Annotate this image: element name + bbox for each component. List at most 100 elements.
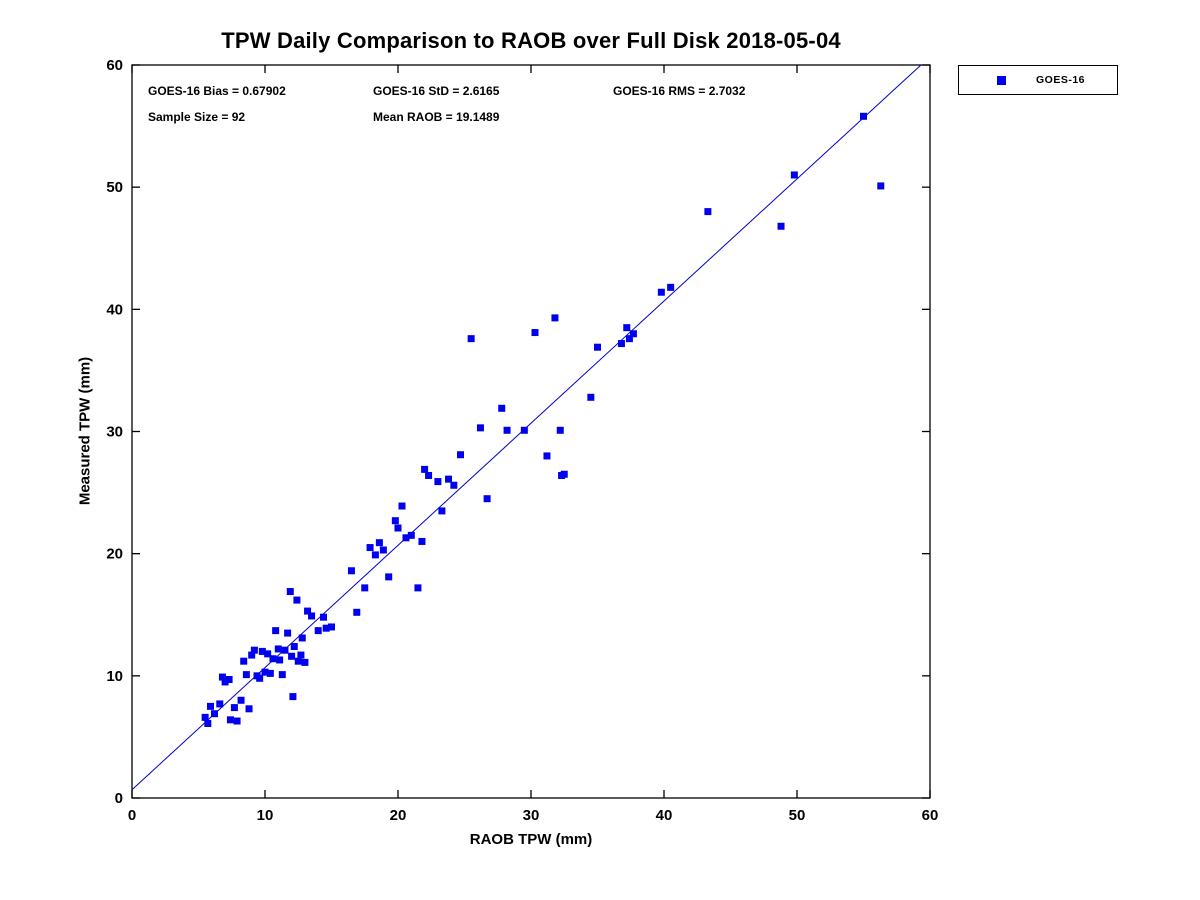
scatter-point [587,393,595,401]
scatter-point [301,658,309,666]
scatter-point [308,612,316,620]
scatter-point [274,645,282,653]
scatter-point [240,657,248,665]
scatter-point [375,539,383,547]
scatter-point [322,624,330,632]
legend-label: GOES-16 [1036,74,1086,86]
scatter-point [347,567,355,575]
scatter-point [498,404,506,412]
stat-std: GOES-16 StD = 2.6165 [373,84,500,98]
scatter-point [216,700,224,708]
scatter-point [284,629,292,637]
y-tick-label: 60 [106,57,123,74]
scatter-point [218,673,226,681]
scatter-point [293,596,301,604]
scatter-point [290,643,298,651]
scatter-point [206,702,214,710]
scatter-point [226,716,234,724]
y-tick-label: 50 [106,179,123,196]
y-tick-label: 40 [106,301,123,318]
x-tick-label: 0 [128,807,136,824]
scatter-point [543,452,551,460]
scatter-point [438,507,446,515]
x-tick-label: 20 [390,807,407,824]
stat-mean-raob: Mean RAOB = 19.1489 [373,110,500,124]
scatter-point [353,608,361,616]
y-tick-label: 20 [106,546,123,563]
scatter-point [657,288,665,296]
scatter-point [667,283,675,291]
plot-box [131,64,931,799]
x-tick-label: 40 [656,807,673,824]
x-tick-label: 30 [523,807,540,824]
scatter-point [261,668,269,676]
scatter-point [230,704,238,712]
scatter-point [328,623,335,631]
y-tick-label: 30 [106,424,123,441]
scatter-point [233,717,241,725]
scatter-point [457,451,465,459]
scatter-point [434,478,442,486]
scatter-point [520,426,528,434]
scatter-point [245,705,253,713]
scatter-point [407,531,415,539]
scatter-point [476,424,484,432]
scatter-point [281,646,289,654]
scatter-point [242,671,250,679]
scatter-point [398,502,406,510]
scatter-point [556,426,564,434]
scatter-point [225,675,233,683]
scatter-point [366,544,374,552]
scatter-point [594,343,601,351]
scatter-point [294,657,302,665]
scatter-point [237,696,245,704]
scatter-point [361,584,369,592]
scatter-point [414,584,422,592]
scatter-point [264,650,272,658]
scatter-point [418,537,426,545]
stat-rms: GOES-16 RMS = 2.7032 [613,84,746,98]
stat-bias: GOES-16 Bias = 0.67902 [148,84,286,98]
scatter-point [623,324,631,332]
scatter-point [269,655,277,663]
scatter-point [289,693,297,701]
scatter-point [320,613,328,621]
scatter-point [385,573,393,581]
scatter-point [204,719,212,727]
scatter-point [258,647,266,655]
x-tick-label: 60 [922,807,939,824]
scatter-point [298,634,306,642]
scatter-point [503,426,511,434]
scatter-point [276,656,284,664]
y-tick-label: 10 [106,668,123,685]
scatter-point [531,329,539,337]
scatter-point [379,546,387,554]
stat-sample-size: Sample Size = 92 [148,110,246,124]
scatter-point [278,671,286,679]
chart-title: TPW Daily Comparison to RAOB over Full D… [221,28,841,53]
scatter-point [402,534,410,542]
x-axis-label: RAOB TPW (mm) [469,831,593,848]
scatter-point [210,710,218,718]
y-tick-label: 0 [115,790,123,807]
scatter-point [421,465,429,473]
scatter-point [201,713,209,721]
scatter-point [777,222,785,230]
scatter-point [450,481,458,489]
scatter-point [625,335,633,343]
scatter-point [425,471,433,479]
x-tick-label: 50 [789,807,806,824]
scatter-point [617,340,625,348]
scatter-point [221,678,229,686]
scatter-point [629,330,637,338]
legend-marker-icon [997,75,1006,85]
scatter-point [314,627,322,635]
scatter-point [394,524,402,532]
scatter-point [877,182,885,190]
scatter-point [288,652,296,660]
scatter-point [266,669,274,677]
scatter-point [391,517,399,525]
scatter-point [483,495,491,503]
scatter-point [304,607,312,615]
